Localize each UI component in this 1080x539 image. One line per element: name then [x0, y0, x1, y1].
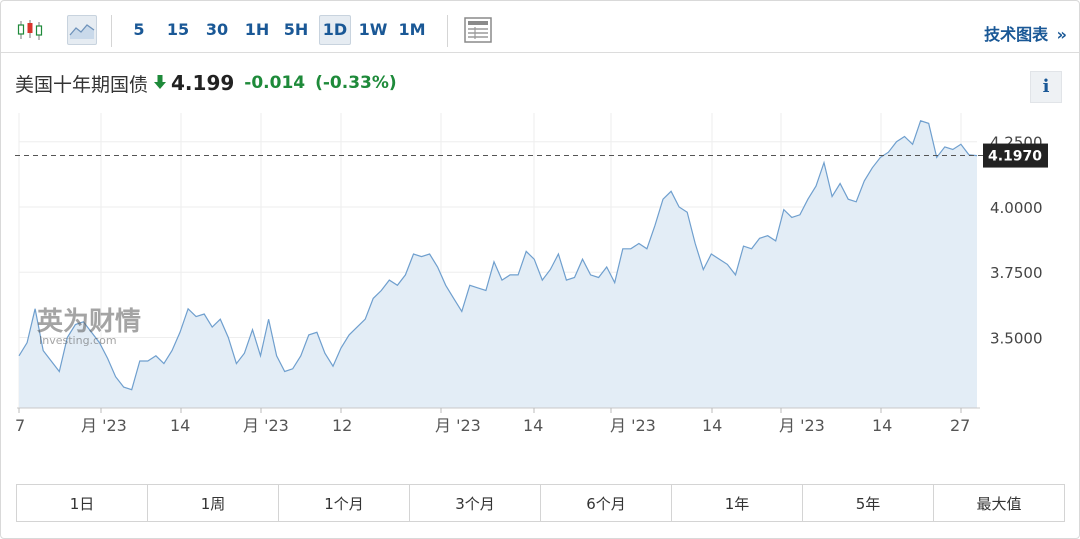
range-max[interactable]: 最大值	[976, 494, 1022, 513]
price-change-percent: (-0.33%)	[315, 73, 397, 93]
toolbar-divider	[447, 15, 448, 47]
technical-chart-label: 技术图表	[984, 25, 1049, 44]
price-line	[18, 120, 978, 391]
price-chart[interactable]: 英为财情 Investing.com 4.25004.00003.75003.5…	[1, 113, 1080, 443]
price-area-fill	[19, 120, 977, 409]
x-tick-label: 月 '23	[435, 416, 481, 435]
table-view-icon[interactable]	[463, 15, 493, 45]
x-tick-label: 14	[702, 416, 722, 435]
price-change: -0.014	[244, 73, 306, 93]
timeframe-5h[interactable]: 5H	[283, 20, 309, 39]
instrument-name: 美国十年期国债	[15, 73, 149, 96]
technical-chart-link[interactable]: 技术图表 »	[984, 21, 1067, 45]
timeframe-1h[interactable]: 1H	[244, 20, 270, 39]
timeframe-1m[interactable]: 1M	[398, 20, 426, 39]
timeframe-1d[interactable]: 1D	[319, 15, 351, 45]
range-1-month[interactable]: 1个月	[279, 485, 410, 521]
x-axis: 7 月 '23 14 月 '23 12 月 '23 14 月 '23 14 月 '23 14 27	[15, 408, 970, 435]
x-tick-label: 月 '23	[610, 416, 656, 435]
timeframe-30[interactable]: 30	[205, 20, 229, 39]
y-tick-label: 4.0000	[990, 199, 1043, 217]
toolbar-divider	[111, 15, 112, 47]
x-tick-label: 7	[15, 416, 25, 435]
range-1-day[interactable]: 1日	[17, 485, 148, 521]
quote-header: 美国十年期国债 4.199 -0.014 (-0.33%)	[15, 69, 397, 97]
info-button[interactable]: i	[1030, 71, 1062, 103]
investing-watermark: 英为财情 Investing.com	[37, 307, 141, 347]
range-5-years[interactable]: 5年	[803, 485, 934, 521]
y-tick-label: 3.7500	[990, 264, 1043, 282]
x-tick-label: 月 '23	[779, 416, 825, 435]
y-tick-label: 3.5000	[990, 330, 1043, 348]
x-tick-label: 27	[950, 416, 970, 435]
double-chevron-right-icon: »	[1056, 25, 1067, 44]
x-tick-label: 14	[523, 416, 543, 435]
arrow-down-icon	[154, 74, 167, 93]
x-tick-label: 14	[170, 416, 190, 435]
watermark-brand-en: Investing.com	[39, 334, 117, 347]
x-tick-label: 月 '23	[81, 416, 127, 435]
chart-toolbar: 5 15 30 1H 5H 1D 1W 1M 技术图表 »	[1, 1, 1079, 53]
candlestick-icon[interactable]	[15, 15, 45, 45]
timeframe-5[interactable]: 5	[133, 20, 145, 39]
range-selector: 1日 1周 1个月 3个月 6个月 1年 5年 最大值	[16, 484, 1065, 522]
timeframe-1w[interactable]: 1W	[358, 20, 388, 39]
area-chart-icon[interactable]	[67, 15, 97, 45]
range-3-months[interactable]: 3个月	[410, 485, 541, 521]
timeframe-15[interactable]: 15	[166, 20, 190, 39]
range-1-year[interactable]: 1年	[672, 485, 803, 521]
x-tick-label: 14	[872, 416, 892, 435]
x-tick-label: 月 '23	[243, 416, 289, 435]
x-tick-label: 12	[332, 416, 352, 435]
watermark-brand-cn: 英为财情	[37, 307, 141, 337]
current-price-label-box	[983, 143, 1048, 168]
current-price-label: 4.1970	[988, 149, 1042, 165]
range-6-months[interactable]: 6个月	[541, 485, 672, 521]
range-1-week[interactable]: 1周	[148, 485, 279, 521]
last-price: 4.199	[171, 71, 235, 95]
